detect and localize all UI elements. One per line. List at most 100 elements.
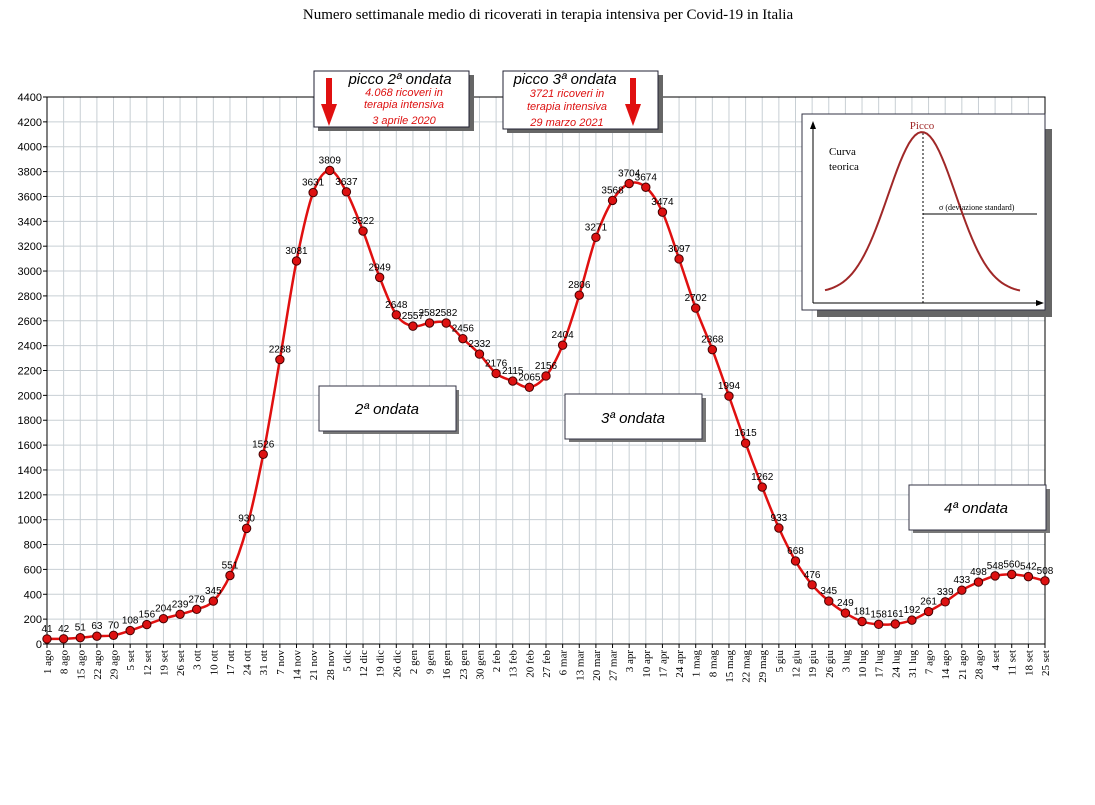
inset-curve-label-1: Curva [829,146,856,158]
data-label: 2582 [435,308,458,319]
x-tick-label: 7 nov [275,650,287,675]
x-tick-label: 20 mar [591,650,603,681]
data-point [125,625,135,636]
data-point [857,616,867,627]
data-point [291,256,302,266]
data-label: 2949 [369,262,392,273]
data-point [241,523,252,534]
data-label: 3637 [335,177,358,188]
data-label: 551 [222,561,239,572]
data-label: 41 [41,624,53,635]
x-tick-label: 21 nov [308,650,320,681]
data-point [873,619,884,630]
data-label: 2332 [468,339,491,350]
data-point [607,195,618,206]
annotation-peak2-line3: 3 aprile 2020 [372,115,436,127]
data-point [674,254,684,264]
y-tick-label: 2200 [18,366,42,378]
data-point [657,207,668,217]
data-point [1007,569,1017,580]
data-point [691,303,701,313]
x-tick-label: 28 nov [325,650,337,681]
data-label: 279 [188,594,205,605]
data-label: 2065 [518,372,541,383]
data-label: 2456 [452,324,475,335]
wave-label-2: 2ª ondata [318,385,459,434]
x-tick-label: 1 mag [691,650,703,678]
data-label: 2557 [402,311,425,322]
inset-bell-curve [824,131,1021,292]
data-label: 930 [238,513,255,524]
x-tick-label: 19 giu [807,650,819,678]
y-tick-label: 3600 [18,191,42,203]
data-point [624,178,634,189]
data-point [142,619,152,630]
y-tick-label: 4000 [18,142,42,154]
annotation-peak3-title: picco 3ª ondata [512,71,616,88]
x-tick-label: 5 set [125,650,137,670]
x-tick-label: 24 lug [890,650,902,678]
x-tick-label: 7 ago [924,650,936,675]
y-tick-label: 400 [24,589,42,601]
data-point [108,630,119,640]
x-tick-label: 31 lug [907,650,919,678]
data-label: 542 [1020,562,1037,573]
data-point [907,615,917,625]
data-label: 192 [904,605,921,616]
data-point [790,556,801,566]
chart-title: Numero settimanale medio di ricoverati i… [303,7,794,23]
x-tick-label: 28 ago [973,650,985,680]
x-tick-label: 12 giu [791,650,803,678]
data-point [957,585,967,595]
data-label: 668 [787,546,804,557]
data-point [890,619,900,629]
x-tick-label: 20 feb [524,650,536,678]
annotation-peak3-line1: 3721 ricoveri in [530,88,605,100]
x-tick-label: 26 set [175,650,187,676]
data-label: 181 [854,606,871,617]
y-axis: 0 200 400 600 800 1000 1200 1400 1600 1800 2000 220… [18,92,47,651]
wave-label-3-text: 3ª ondata [601,410,665,427]
y-tick-label: 800 [24,540,42,552]
annotation-peak2-line1: 4.068 ricoveri in [365,87,443,99]
x-tick-label: 16 gen [441,650,453,680]
x-tick-label: 27 mar [608,650,620,681]
data-label: 2404 [552,330,575,341]
data-point [923,606,934,617]
data-point [724,391,734,401]
data-label: 1994 [718,381,741,392]
data-point [840,608,851,618]
data-point [258,449,268,459]
data-point [374,272,385,283]
annotation-peak2: picco 2ª ondata 4.068 ricoveri in terapi… [313,70,474,131]
data-label: 2806 [568,280,591,291]
x-tick-label: 5 dic [341,650,353,672]
x-tick-label: 14 ago [940,650,952,680]
y-tick-label: 1400 [18,465,42,477]
x-tick-label: 11 set [1007,650,1019,676]
data-point [1040,576,1050,586]
x-tick-label: 22 mag [741,650,753,683]
annotation-peak2-line2: terapia intensiva [364,99,444,111]
data-label: 2156 [535,361,558,372]
annotation-peak3: picco 3ª ondata 3721 ricoveri in terapia… [502,70,663,133]
data-label: 3568 [601,185,624,196]
x-tick-label: 19 set [158,650,170,676]
x-tick-label: 9 gen [425,650,437,675]
y-tick-label: 2400 [18,341,42,353]
data-label: 261 [920,597,937,608]
data-point [807,580,817,590]
annotation-peak2-title: picco 2ª ondata [347,71,451,88]
x-tick-label: 27 feb [541,650,553,678]
data-point [208,596,219,606]
x-tick-label: 3 lug [840,650,852,673]
data-point [192,604,202,615]
data-point [591,232,601,243]
data-point [524,382,535,392]
data-point [308,187,318,198]
data-point [973,577,984,587]
data-label: 498 [970,567,987,578]
x-tick-label: 12 set [142,650,154,676]
data-point [557,340,568,350]
x-tick-label: 15 ago [75,650,87,680]
